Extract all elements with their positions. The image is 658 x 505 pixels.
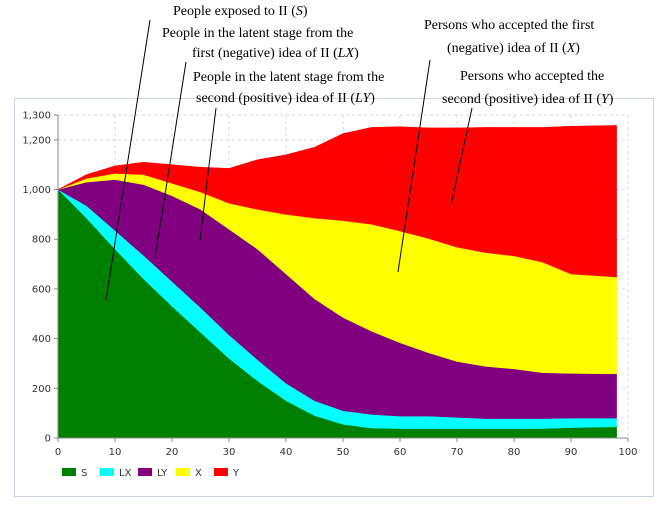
x-tick-label: 60	[394, 447, 407, 458]
legend-swatch-ly	[138, 468, 152, 476]
pointer-ly	[199, 107, 217, 241]
x-tick-label: 30	[223, 447, 236, 458]
x-tick-label: 100	[618, 447, 637, 458]
pointer-s	[105, 19, 151, 301]
legend-swatch-lx	[100, 468, 114, 476]
x-tick-label: 0	[55, 447, 61, 458]
x-tick-label: 10	[109, 447, 122, 458]
legend-swatch-y	[214, 468, 228, 476]
legend-swatch-s	[62, 468, 76, 476]
annotation-ly-line1: People in the latent stage from the	[193, 70, 384, 85]
y-tick-label: 600	[32, 284, 51, 295]
y-tick-label: 200	[32, 384, 51, 395]
x-tick-label: 90	[565, 447, 578, 458]
legend-label-x: X	[195, 468, 202, 479]
annotation-lx-line2: first (negative) idea of II (LX)	[192, 46, 359, 61]
y-tick-label: 1,200	[22, 135, 51, 146]
y-tick-label: 400	[32, 334, 51, 345]
annotation-x-line1: Persons who accepted the first	[424, 18, 594, 33]
pointer-x	[397, 59, 431, 273]
x-tick-label: 70	[451, 447, 464, 458]
legend: S LX LY X Y	[62, 468, 240, 479]
x-tick-label: 40	[280, 447, 293, 458]
y-tick-label: 1,300	[22, 111, 51, 122]
legend-label-ly: LY	[157, 468, 168, 479]
area-series	[57, 125, 617, 439]
y-tick-labels: 0 200 400 600 800 1,000 1,200 1,300	[22, 111, 58, 445]
y-tick-label: 800	[32, 235, 51, 246]
annotation-y-line2: second (positive) idea of II (Y)	[442, 92, 614, 107]
x-tick-label: 20	[166, 447, 179, 458]
annotation-y-line1: Persons who accepted the	[460, 69, 604, 84]
annotation-lx-line1: People in the latent stage from the	[162, 26, 353, 41]
legend-label-lx: LX	[119, 468, 132, 479]
legend-swatch-x	[176, 468, 190, 476]
area-y	[57, 125, 617, 278]
pointer-y	[450, 107, 473, 206]
pointer-lx	[154, 61, 187, 259]
annotation-pointers	[105, 19, 473, 301]
y-tick-label: 0	[45, 434, 51, 445]
annotations: People exposed to II (S) People in the l…	[162, 4, 614, 107]
annotation-x-line2: (negative) idea of II (X)	[447, 41, 580, 56]
y-tick-label: 1,000	[22, 185, 51, 196]
annotation-ly-line2: second (positive) idea of II (LY)	[196, 91, 375, 106]
x-tick-label: 80	[508, 447, 521, 458]
annotation-s: People exposed to II (S)	[173, 4, 308, 19]
x-tick-labels: 0 10 20 30 40 50 60 70 80 90 100	[55, 438, 638, 458]
x-tick-label: 50	[337, 447, 350, 458]
legend-label-y: Y	[232, 468, 240, 479]
legend-label-s: S	[81, 468, 87, 479]
